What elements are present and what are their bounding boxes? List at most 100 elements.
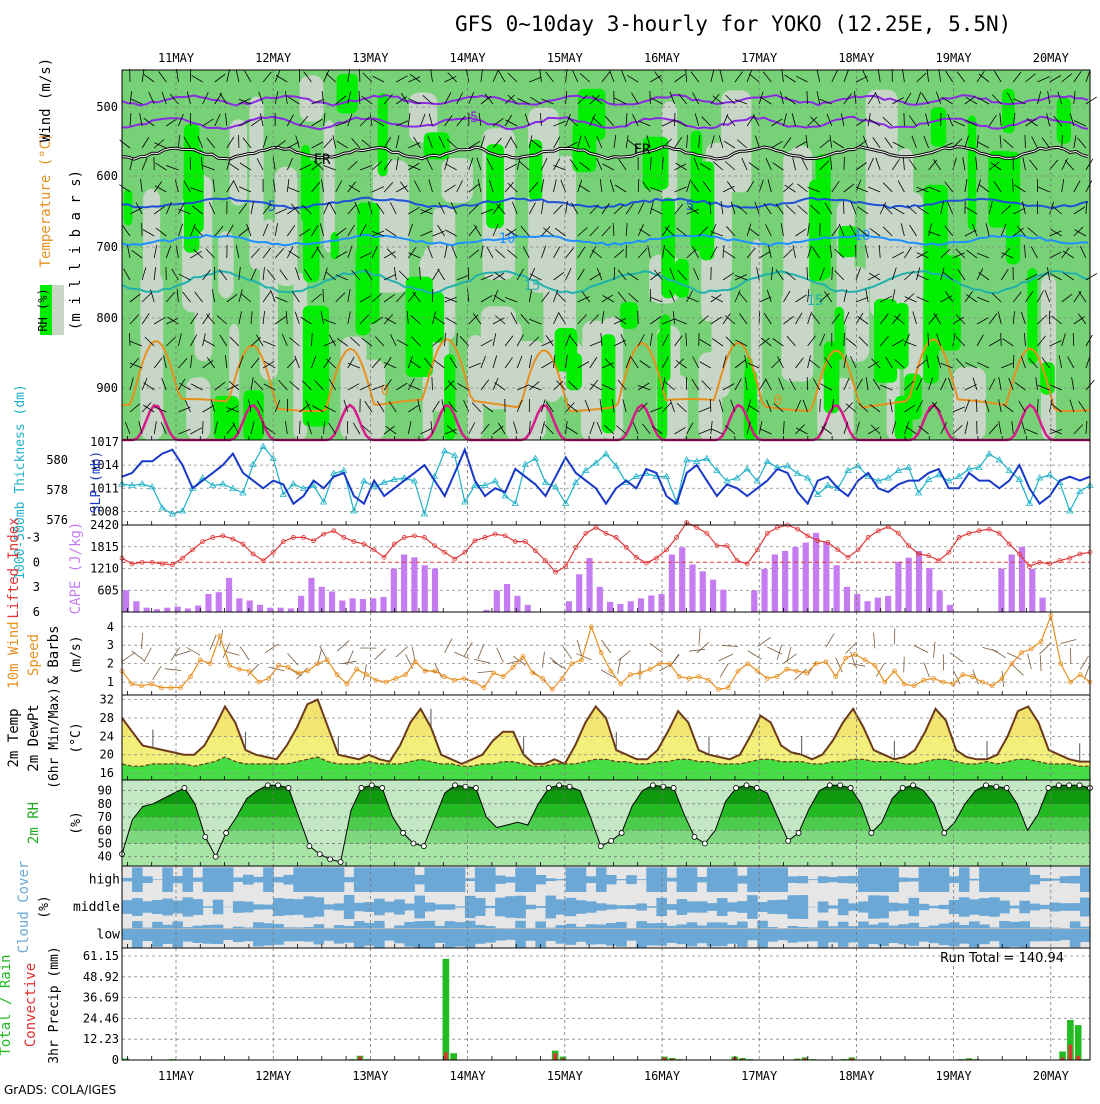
cloud-cover-bar [132,898,143,916]
cloud-cover-bar [687,901,698,912]
cloud-cover-bar [152,879,163,880]
rh-marker [1046,785,1051,790]
cloud-cover-bar [535,921,546,947]
cloud-cover-bar [596,867,607,892]
cloud-cover-bar [485,867,496,892]
rh-high-region [660,315,671,383]
wind-barb-10m [1012,664,1024,675]
cloud-cover-bar [485,906,496,908]
cape-bar [226,578,232,612]
cloud-cover-bar [172,876,183,883]
cape-bar [834,565,840,612]
wind-barb-10m [1028,654,1032,670]
thickness-tick-label: 578 [46,483,68,497]
cape-bar [751,590,757,612]
lifted-index-tick-label: 3 [33,580,40,594]
wind-axis-label-c: & Barbs [46,625,62,684]
rh-marker [317,852,322,857]
cloud-cover-bar [939,905,950,909]
cloud-cover-bar [707,922,718,946]
cloud-cover-bar [636,879,647,880]
cloud-cover-bar [354,921,365,948]
temp-tick-label: 20 [100,748,114,762]
cape-bar [710,580,716,612]
cloud-cover-bar [283,927,294,941]
cloud-cover-bar [878,867,889,892]
cloud-cover-bar [1060,929,1071,941]
cloud-cover-bar [535,875,546,884]
rh-tick-label: 80 [98,797,112,811]
cloud-cover-bar [293,867,304,892]
cloud-cover-bar [162,899,173,916]
cloud-cover-bar [818,876,829,883]
precip-total-bar [450,1053,457,1060]
cloud-cover-bar [425,921,436,948]
cape-bar [854,594,860,612]
cape-bar [308,578,314,612]
date-label-bottom: 11MAY [158,1069,195,1083]
contour-label: 0 [774,393,782,409]
cloud-cover-bar [546,896,557,919]
rh-marker [380,785,385,790]
cloud-cover-bar [475,867,486,892]
cape-bar [123,590,129,612]
cloud-cover-bar [586,901,597,912]
cloud-cover-bar [848,876,859,884]
temp-axis-unit: (°C) [69,722,84,753]
rh-marker [796,830,801,835]
cloud-cover-bar [979,924,990,944]
cloud-cover-bar [223,929,234,940]
rh-marker [942,830,947,835]
cloud-cover-bar [959,897,970,917]
cloud-cover-bar [394,867,405,892]
rh-marker [265,783,270,788]
date-label-bottom: 20MAY [1033,1069,1070,1083]
cloud-cover-bar [283,875,294,885]
cloud-cover-bar [1019,867,1030,892]
rh-high-region [529,139,542,200]
cloud-cover-bar [122,900,133,914]
cloud-cover-bar [616,879,627,880]
cloud-cover-bar [475,925,486,944]
wind-barb-10m [874,633,875,649]
cloud-cover-bar [515,867,526,892]
pressure-tick-label: 900 [96,381,118,395]
date-label-bottom: 16MAY [644,1069,681,1083]
cloud-cover-bar [576,867,587,892]
wind-barb-10m [142,633,143,649]
cloud-cover-bar [767,867,778,892]
cape-bar [576,574,582,612]
cloud-cover-bar [636,903,647,910]
slp-tick-label: 1017 [90,435,119,449]
rh-marker [182,785,187,790]
cape-bar [638,598,644,612]
rh-marker [900,785,905,790]
cloud-cover-bar [132,867,143,892]
cloud-cover-bar [283,899,294,915]
lifted-index-line [122,523,1090,573]
cloud-cover-bar [1060,903,1071,911]
cloud-cover-bar [616,922,627,947]
temp-axis-label-a: 2m Temp [6,708,22,767]
cloud-cover-bar [646,867,657,892]
cloud-cover-bar [465,921,476,948]
cloud-cover-bar [193,878,204,882]
cloud-cover-bar [364,902,375,912]
cloud-cover-bar [747,895,758,919]
cloud-cover-bar [435,867,446,892]
cloud-cover-bar [848,903,859,910]
cloud-cover-bar [808,879,819,880]
cloud-cover-bar [909,898,920,916]
wind-tick-label: 2 [107,657,114,671]
cloud-cover-bar [858,867,869,892]
upper-wind-barb [457,333,458,346]
cloud-cover-bar [939,867,950,892]
cape-tick-label: 1815 [90,540,119,554]
wind-barb-10m [1080,656,1089,670]
precip-tick-label: 36.69 [83,991,119,1005]
date-label-bottom: 18MAY [838,1069,875,1083]
credit-text: GrADS: COLA/IGES [4,1083,116,1097]
contour-label: 15 [524,278,541,294]
cloud-cover-bar [707,867,718,892]
